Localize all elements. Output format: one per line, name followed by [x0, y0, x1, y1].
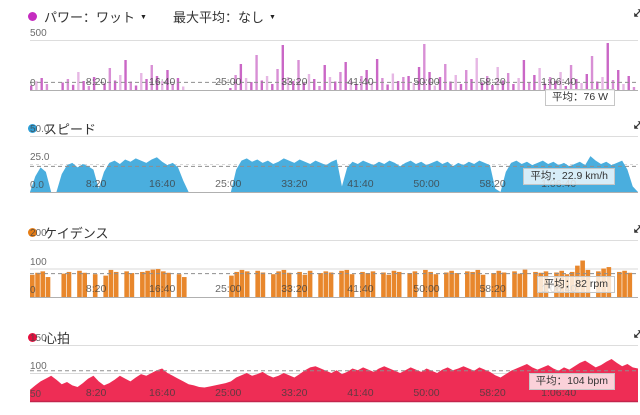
heart-y-tick-label: 50 [30, 389, 42, 400]
power-y-tick-label: 0 [30, 78, 36, 89]
power-x-tick-label: 41:40 [347, 76, 374, 88]
speed-x-tick-label: 58:20 [479, 178, 506, 190]
heart-rate-series-dot [28, 333, 37, 342]
power-chart-header: パワー：ワット ▼ 最大平均：なし ▼ [28, 7, 276, 26]
power-plot[interactable] [30, 40, 638, 92]
speed-average-badge: 平均：22.9 km/h [523, 168, 615, 186]
power-x-tick-label: 1:06:40 [541, 76, 577, 88]
heart-y-tick-label: 150 [30, 333, 47, 344]
power-y-tick-label: 500 [30, 28, 47, 39]
heart-plot[interactable] [30, 345, 638, 403]
heart-rate-chart-header: 心拍 [28, 328, 70, 347]
cadence-x-tick-label: 41:40 [347, 283, 374, 295]
power-average-badge: 平均：76 W [544, 89, 615, 106]
expand-icon[interactable] [633, 120, 640, 130]
cadence-series-dot [28, 228, 37, 237]
cadence-x-tick-label: 16:40 [149, 283, 176, 295]
cadence-y-tick-label: 200 [30, 228, 47, 239]
cadence-x-tick-label: 33:20 [281, 283, 308, 295]
power-title: パワー：ワット [44, 10, 136, 25]
heart-x-tick-label: 58:20 [479, 387, 506, 399]
speed-x-tick-label: 16:40 [149, 178, 176, 190]
max-average-label: 最大平均：なし [172, 10, 264, 25]
cadence-x-tick-label: 58:20 [479, 283, 506, 295]
chevron-down-icon: ▼ [268, 14, 276, 21]
speed-plot[interactable] [30, 136, 638, 194]
power-x-tick-label: 25:00 [215, 76, 242, 88]
cadence-title: ケイデンス [44, 226, 109, 241]
heart-x-tick-label: 25:00 [215, 387, 242, 399]
power-x-tick-label: 50:00 [413, 76, 440, 88]
speed-chart-header: スピード [28, 119, 96, 138]
heart-x-tick-label: 41:40 [347, 387, 374, 399]
power-x-tick-label: 33:20 [281, 76, 308, 88]
expand-icon[interactable] [633, 224, 640, 234]
heart-x-tick-label: 8:20 [85, 387, 107, 399]
cadence-average-badge: 平均：82 rpm [536, 275, 615, 293]
chevron-down-icon: ▼ [140, 14, 147, 21]
power-x-tick-label: 8:20 [85, 76, 107, 88]
speed-y-tick-label: 50.0 [30, 124, 50, 135]
speed-x-tick-label: 41:40 [347, 178, 374, 190]
power-x-tick-label: 16:40 [149, 76, 176, 88]
power-metric-dropdown[interactable]: パワー：ワット ▼ [44, 7, 147, 26]
cadence-x-tick-label: 8:20 [85, 283, 107, 295]
max-average-dropdown[interactable]: 最大平均：なし ▼ [173, 7, 276, 26]
heart-y-tick-label: 100 [30, 361, 47, 372]
cadence-x-tick-label: 25:00 [215, 283, 242, 295]
speed-y-tick-label: 25.0 [30, 152, 50, 163]
cadence-y-tick-label: 100 [30, 256, 47, 268]
power-series-dot [28, 12, 37, 21]
power-x-tick-label: 58:20 [479, 76, 506, 88]
speed-x-tick-label: 8:20 [85, 178, 107, 190]
heart-x-tick-label: 33:20 [281, 387, 308, 399]
speed-x-tick-label: 50:00 [413, 178, 440, 190]
heart-rate-title: 心拍 [44, 331, 71, 346]
speed-x-tick-label: 25:00 [215, 178, 242, 190]
heart-x-tick-label: 16:40 [149, 387, 176, 399]
speed-y-tick-label: 0.0 [30, 180, 44, 191]
heart-average-badge: 平均：104 bpm [528, 372, 615, 390]
speed-series-dot [28, 124, 37, 133]
heart-x-tick-label: 50:00 [413, 387, 440, 399]
expand-icon[interactable] [633, 8, 640, 18]
cadence-x-tick-label: 50:00 [413, 283, 440, 295]
cadence-y-tick-label: 0 [30, 285, 36, 296]
expand-icon[interactable] [633, 329, 640, 339]
speed-x-tick-label: 33:20 [281, 178, 308, 190]
heart-x-tick-label: 1:06:40 [541, 387, 577, 399]
cadence-chart-header: ケイデンス [28, 223, 108, 242]
speed-title: スピード [44, 122, 97, 137]
